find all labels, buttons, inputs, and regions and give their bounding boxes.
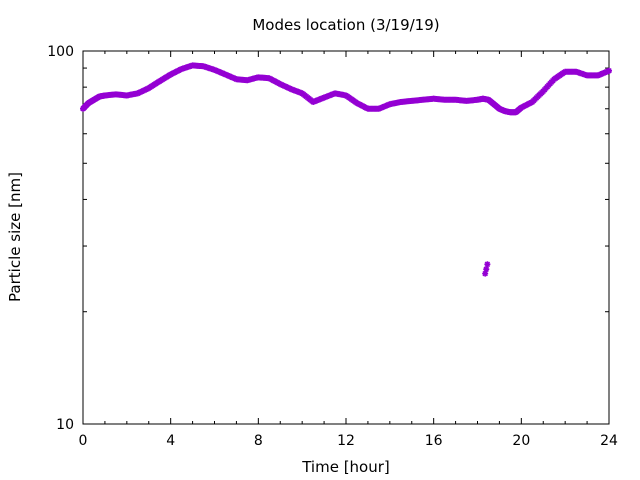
x-tick-label: 4 [166, 433, 175, 449]
plot-frame [82, 50, 610, 425]
x-tick-label: 24 [600, 433, 618, 449]
x-tick-label: 8 [254, 433, 263, 449]
y-tick-label: 100 [47, 44, 74, 60]
x-axis-ticks: 0 4 8 12 16 20 24 [79, 51, 618, 449]
data-point [484, 261, 491, 268]
data-points [80, 62, 612, 277]
x-tick-label: 16 [425, 433, 443, 449]
data-point [606, 67, 612, 74]
data-point [483, 266, 490, 273]
x-tick-label: 20 [512, 433, 530, 449]
y-axis-label: Particle size [nm] [6, 172, 24, 302]
y-axis-ticks: 10 100 [47, 44, 609, 433]
y-tick-label: 10 [56, 417, 74, 433]
chart-title: Modes location (3/19/19) [252, 16, 439, 34]
data-point [482, 270, 489, 277]
x-axis-label: Time [hour] [301, 458, 390, 476]
x-tick-label: 12 [337, 433, 355, 449]
x-tick-label: 0 [79, 433, 88, 449]
